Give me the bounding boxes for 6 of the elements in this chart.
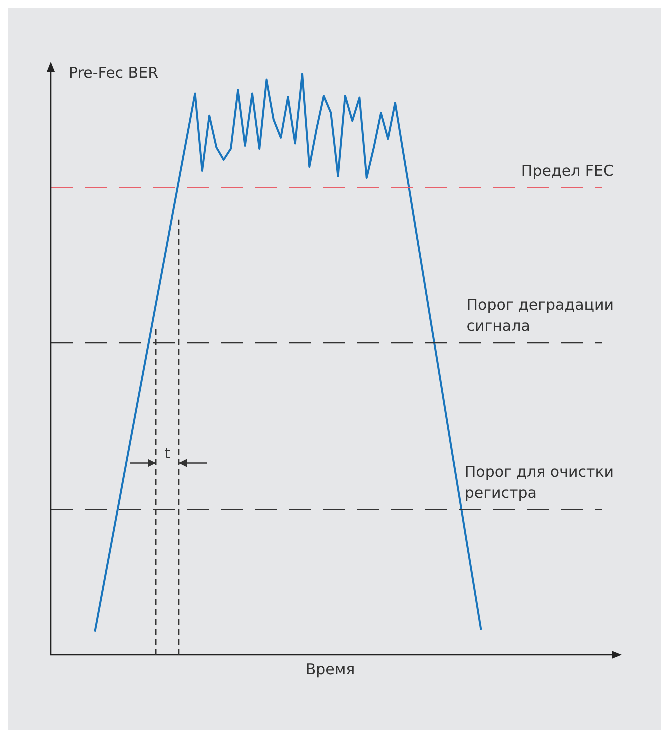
y-axis-title: Pre-Fec BER xyxy=(69,64,159,82)
ref-line-label: Порог для очистки регистра xyxy=(464,462,614,502)
ref-line-label: Предел FEC xyxy=(521,162,614,180)
annotation: t xyxy=(164,444,171,462)
x-axis-title: Время xyxy=(306,660,356,678)
ref-line-label: Порог деградации сигнала xyxy=(466,296,614,336)
